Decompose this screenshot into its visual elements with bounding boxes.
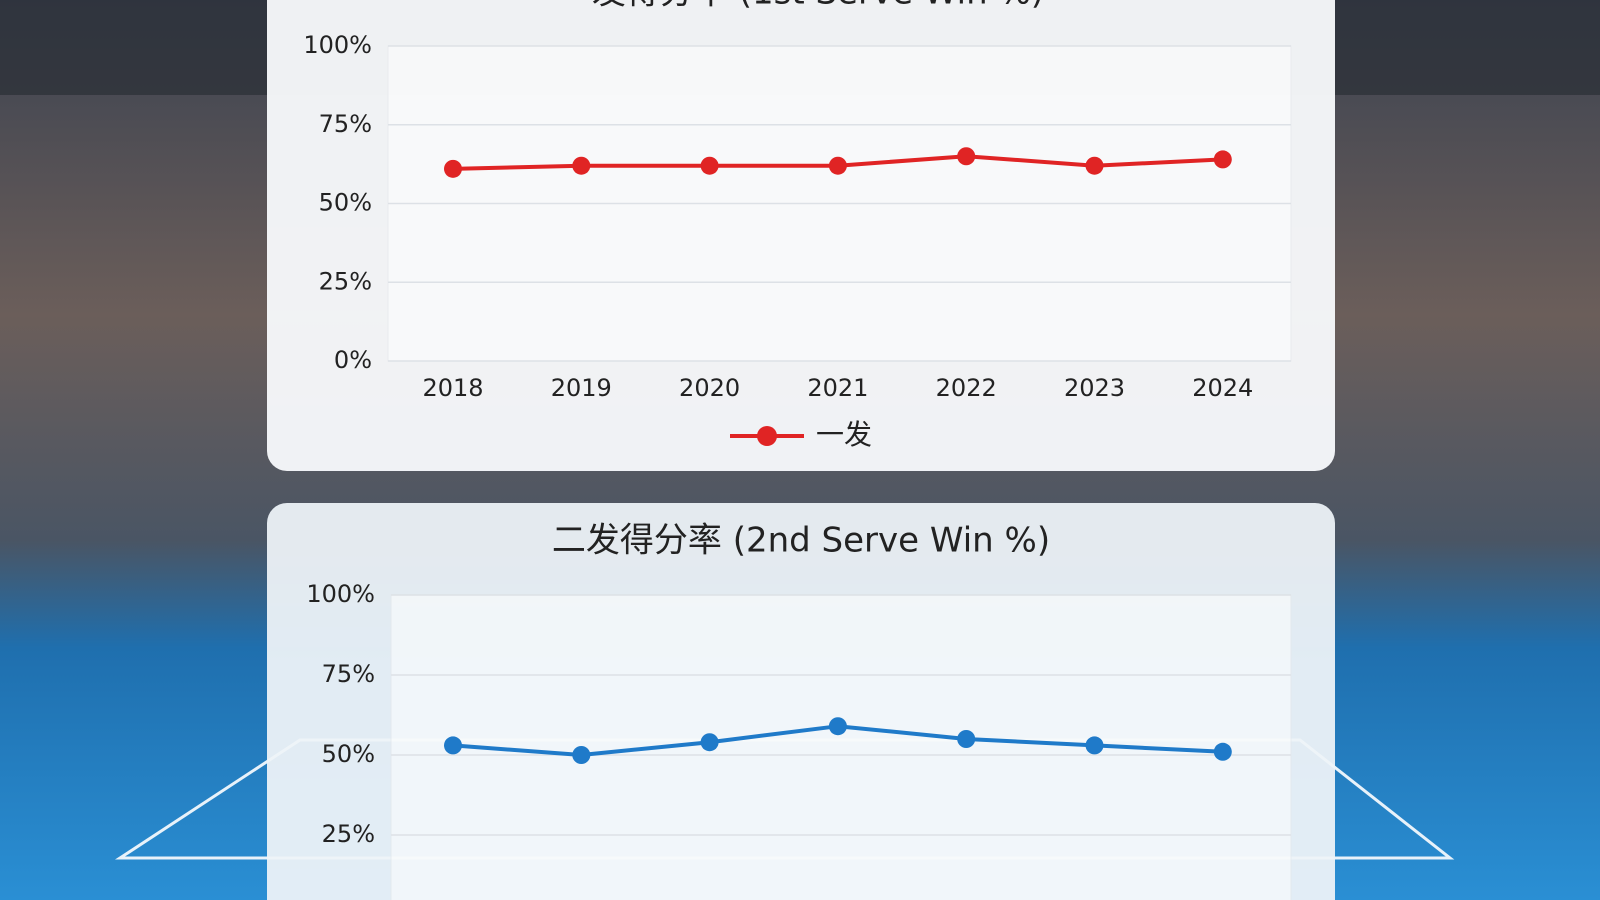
data-point <box>572 156 591 175</box>
x-tick-label: 2024 <box>1192 374 1253 402</box>
chart-title: 一发得分率 (1st Serve Win %) <box>558 0 1044 13</box>
data-point <box>1085 736 1104 755</box>
data-point <box>957 147 976 166</box>
legend-marker <box>757 426 777 446</box>
x-tick-label: 2021 <box>807 374 868 402</box>
y-tick-label: 75% <box>322 660 375 688</box>
y-tick-label: 100% <box>306 580 375 608</box>
data-point <box>828 717 847 736</box>
data-point <box>1213 742 1232 761</box>
data-point <box>700 156 719 175</box>
x-tick-label: 2020 <box>679 374 740 402</box>
data-point <box>444 159 462 178</box>
x-tick-label: 2023 <box>1064 374 1125 402</box>
chart: 二发得分率 (2nd Serve Win %) 25% 50% 75% 100% <box>306 521 1292 900</box>
y-tick-label: 0% <box>334 346 372 374</box>
x-tick-label: 2022 <box>936 374 997 402</box>
legend-label: 一发 <box>816 418 872 451</box>
data-point <box>957 730 976 748</box>
data-point <box>572 746 591 764</box>
y-tick-label: 25% <box>319 267 372 295</box>
x-tick-label: 2018 <box>422 374 483 402</box>
y-tick-label: 75% <box>319 110 372 138</box>
y-tick-label: 100% <box>303 31 372 59</box>
chart: 一发得分率 (1st Serve Win %) 0% 25% 50% 75% 100% 20… <box>303 0 1292 451</box>
x-tick-label: 2019 <box>551 374 612 402</box>
data-point <box>444 736 462 755</box>
chart-title: 二发得分率 (2nd Serve Win %) <box>552 521 1050 561</box>
data-point <box>1213 150 1232 169</box>
y-tick-label: 50% <box>322 740 375 768</box>
data-point <box>700 733 719 752</box>
y-tick-label: 50% <box>319 189 372 217</box>
data-point <box>828 156 847 175</box>
y-tick-label: 25% <box>322 820 375 848</box>
data-point <box>1085 156 1104 175</box>
